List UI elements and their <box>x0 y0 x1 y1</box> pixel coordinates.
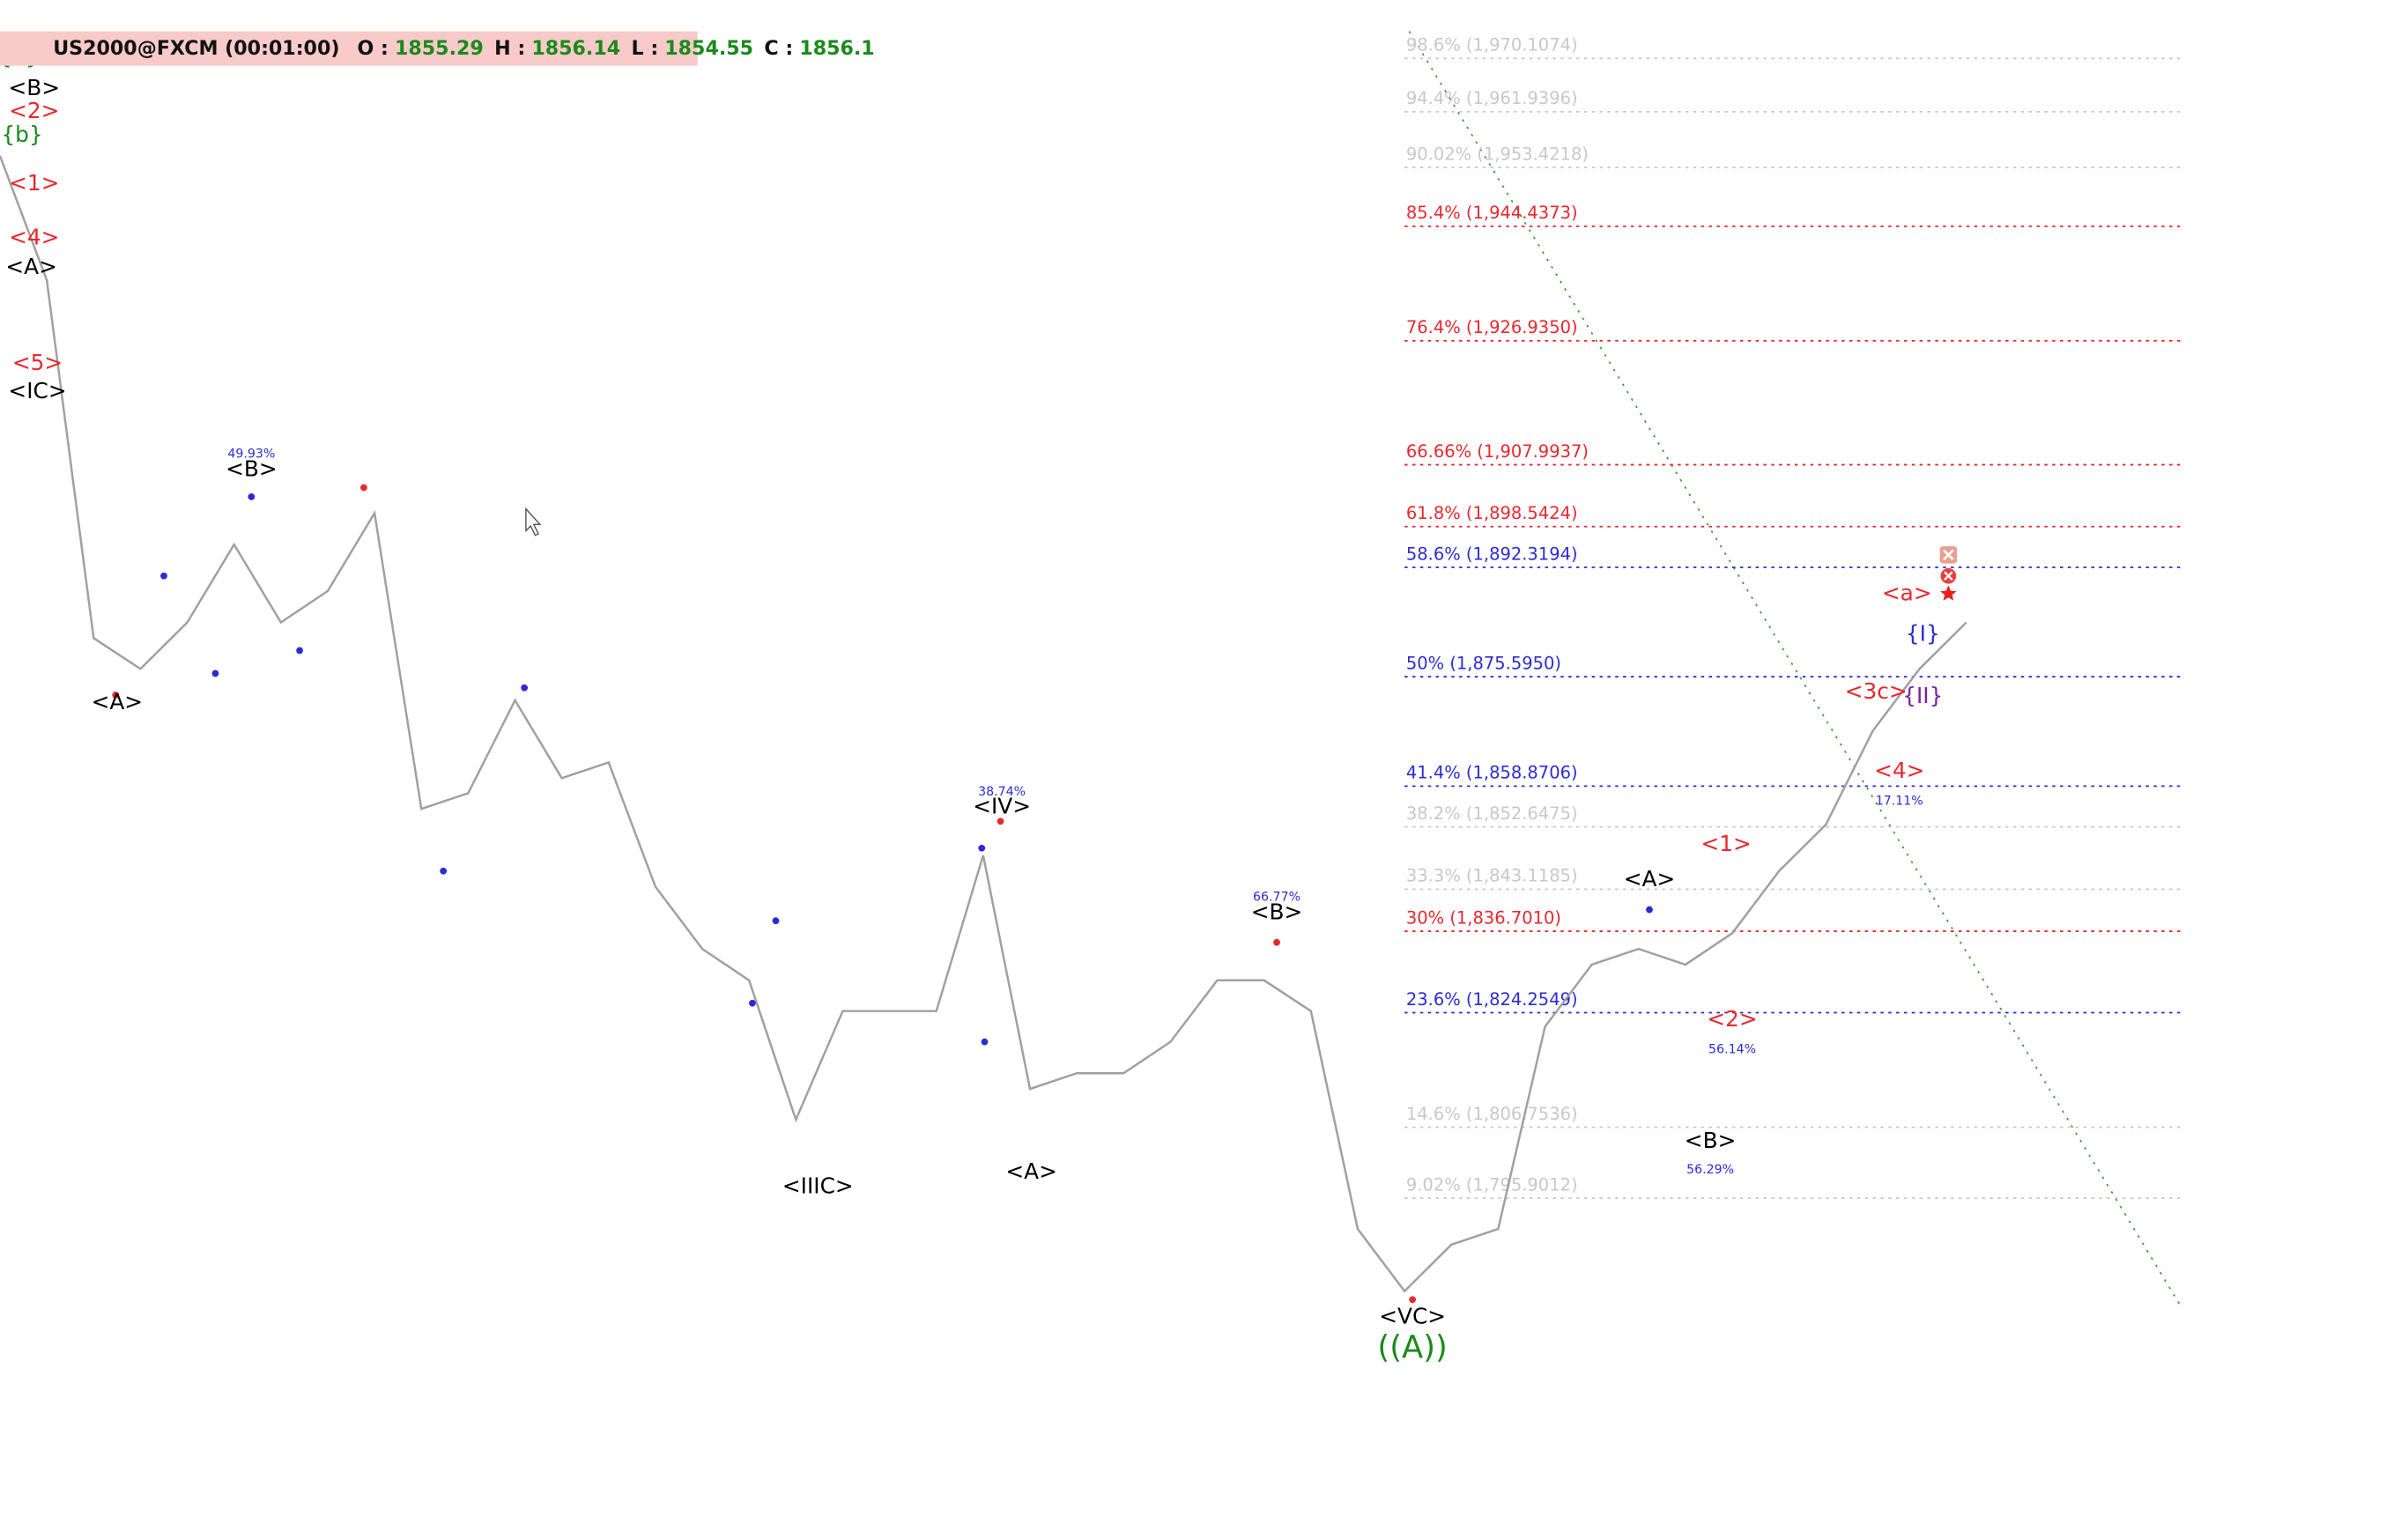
wave-label: 56.14% <box>1708 1043 1756 1057</box>
ohlc-label: C : <box>764 37 793 60</box>
wave-label: <B> <box>9 75 61 100</box>
header-bar <box>0 31 698 66</box>
pivot-dot <box>749 999 756 1007</box>
wave-label: <1> <box>1701 831 1752 856</box>
ohlc-value: 1855.29 <box>395 37 484 60</box>
order-icon-x <box>1944 571 1953 581</box>
header-text: US2000@FXCM (00:01:00) O : 1855.29 H : 1856… <box>53 37 874 60</box>
ohlc-label: O : <box>358 37 389 60</box>
fib-label: 76.4% (1,926.9350) <box>1406 317 1578 337</box>
fib-label: 30% (1,836.7010) <box>1406 907 1561 928</box>
pivot-dot <box>440 867 448 875</box>
ohlc-value: 1856.1 <box>799 37 874 60</box>
pivot-dot <box>296 647 303 655</box>
price-line <box>0 155 1967 1293</box>
fib-label: 38.2% (1,852.6475) <box>1406 803 1578 824</box>
wave-label: <IIIC> <box>782 1173 854 1198</box>
plot-area: 98.6% (1,970.1074) 94.4% (1,961.9396) 90.0… <box>0 35 2185 1365</box>
fib-label: 50% (1,875.5950) <box>1406 654 1561 674</box>
wave-label: <a> <box>1882 581 1932 606</box>
fib-label: 61.8% (1,898.5424) <box>1406 503 1578 523</box>
fib-label: 98.6% (1,970.1074) <box>1406 35 1578 56</box>
wave-label: <VC> <box>1379 1303 1446 1328</box>
wave-label: <A> <box>92 689 143 714</box>
fib-label: 85.4% (1,944.4373) <box>1406 203 1578 223</box>
wave-label: <A> <box>1624 866 1675 892</box>
wave-label: ((A)) <box>1377 1329 1447 1365</box>
wave-label: <5> <box>12 350 63 375</box>
pivot-dot <box>997 818 1004 825</box>
wave-label: <1> <box>9 170 59 196</box>
pivot-dot <box>359 484 367 492</box>
pivot-dot <box>248 493 256 500</box>
fib-label: 41.4% (1,858.8706) <box>1406 763 1578 783</box>
wave-label: <3c> <box>1845 678 1908 704</box>
symbol-title: US2000@FXCM (00:01:00) <box>53 37 339 60</box>
wave-label: <B> <box>1251 899 1303 924</box>
wave-label: <IC> <box>8 378 66 403</box>
wave-label: <4> <box>9 225 59 250</box>
pivot-dot <box>772 917 780 925</box>
wave-label: <IV> <box>973 794 1031 819</box>
fib-label: 23.6% (1,824.2549) <box>1406 989 1578 1010</box>
wave-label: 38.74% <box>978 785 1026 799</box>
wave-label: 66.77% <box>1253 890 1300 904</box>
pivot-dot <box>1646 906 1653 914</box>
mouse-cursor <box>525 507 542 536</box>
fib-label: 94.4% (1,961.9396) <box>1406 88 1578 108</box>
wave-label: <A> <box>1005 1158 1056 1184</box>
wave-label: {I} <box>1906 621 1940 647</box>
ohlc-label: H : <box>494 37 525 60</box>
wave-label: <B> <box>1685 1128 1737 1153</box>
pivot-dot <box>1409 1296 1417 1304</box>
ohlc-value: 1856.14 <box>531 37 620 60</box>
close-icon-x <box>1943 549 1954 561</box>
trade-icons <box>0 36 1958 601</box>
wave-label: {b} <box>1 122 42 147</box>
star-marker <box>1940 585 1957 601</box>
pivot-dot <box>112 692 120 699</box>
pivot-dot <box>978 844 986 852</box>
fib-label: 33.3% (1,843.1185) <box>1406 866 1578 886</box>
wave-label: {II} <box>1902 683 1943 708</box>
pivot-dot <box>211 670 219 677</box>
pivot-dot <box>160 572 167 580</box>
fib-label: 58.6% (1,892.3194) <box>1406 544 1578 564</box>
wave-label: 49.93% <box>227 448 275 462</box>
ohlc-label: L : <box>632 37 659 60</box>
pivot-dot <box>521 684 529 692</box>
wave-label: 17.11% <box>1876 794 1923 808</box>
wave-label: <2> <box>1707 1006 1757 1032</box>
fib-label: 14.6% (1,806.7536) <box>1406 1104 1578 1124</box>
pivot-dot <box>981 1038 989 1046</box>
fib-label: 9.02% (1,795.9012) <box>1406 1174 1578 1195</box>
fib-label: 66.66% (1,907.9937) <box>1406 441 1589 462</box>
wave-label: <B> <box>226 455 278 481</box>
wave-label: <A> <box>5 254 56 279</box>
fib-label: 90.02% (1,953.4218) <box>1406 144 1589 164</box>
ohlc-value: 1854.55 <box>664 37 753 60</box>
pivot-dot <box>1273 938 1280 946</box>
wave-label: <2> <box>9 98 59 123</box>
wave-label: 56.29% <box>1686 1163 1734 1177</box>
wave-label: <4> <box>1874 758 1924 783</box>
